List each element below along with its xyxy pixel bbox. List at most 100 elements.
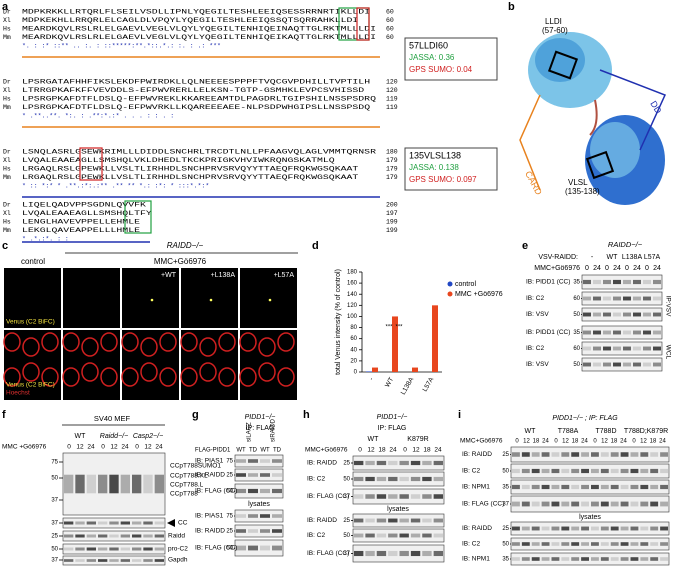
condition: control: [21, 257, 45, 266]
band: [603, 346, 611, 351]
band: [650, 452, 659, 457]
band-label: CCpT788.L: [170, 482, 204, 489]
band: [633, 346, 641, 351]
mw-marker: 50: [573, 362, 580, 368]
band: [640, 542, 649, 546]
nucleus: [218, 332, 236, 352]
band: [630, 501, 639, 507]
jassa-score: JASSA: 0.138: [409, 163, 459, 172]
band: [581, 468, 589, 474]
time: 18: [533, 439, 540, 445]
band: [613, 330, 621, 335]
treatment: MMC +Gö6976: [2, 444, 47, 451]
group-label: WCL: [664, 345, 671, 360]
band: [354, 460, 364, 466]
band: [620, 542, 629, 546]
treatment: MMC+Gö6976: [305, 447, 348, 454]
band-label: CCpT788SUMO1: [170, 463, 221, 470]
band: [410, 533, 421, 538]
mw-marker: 50: [573, 312, 580, 318]
band: [388, 494, 398, 499]
band: [643, 362, 651, 367]
band: [75, 547, 85, 551]
band: [109, 521, 119, 525]
species: Hs: [3, 219, 11, 226]
residue-number: 119: [386, 104, 398, 111]
species: Hs: [3, 96, 11, 103]
panel-letter: h: [303, 409, 310, 421]
band: [581, 501, 589, 507]
species: Dr: [3, 79, 11, 86]
band: [603, 279, 611, 285]
time: 0: [593, 439, 597, 445]
species: Dr: [3, 202, 11, 209]
band: [660, 484, 668, 490]
y-tick-label: 100: [347, 314, 358, 320]
mw-marker: 37: [51, 498, 58, 504]
blot-label: IB: RAIDD: [195, 528, 225, 535]
band: [75, 521, 85, 525]
blot-label: IB: FLAG (CC): [462, 501, 504, 508]
band: [120, 534, 130, 538]
band: [248, 473, 258, 477]
band: [620, 501, 629, 507]
band: [248, 488, 258, 494]
construct: L138A: [622, 254, 643, 261]
lane-label: TD: [249, 448, 258, 454]
band: [521, 452, 530, 457]
genotype: WT: [75, 433, 87, 440]
band: [422, 550, 432, 557]
mw-marker: 37: [51, 558, 58, 564]
band: [600, 557, 609, 561]
band: [376, 460, 387, 466]
band: [433, 476, 443, 482]
blot-label: IB: VSV: [526, 361, 549, 368]
species: Mm: [3, 34, 11, 41]
band: [422, 460, 432, 466]
band: [571, 501, 580, 507]
band: [64, 559, 74, 562]
time: 0: [403, 447, 407, 454]
band: [531, 484, 540, 490]
mw-marker: 50: [502, 469, 509, 475]
band: [410, 460, 421, 466]
genotype: RAIDD−/−: [608, 240, 643, 249]
band: [613, 346, 621, 351]
time: 24: [389, 447, 397, 454]
sequence: LEKGLQAVEAPPELLLHMLE: [22, 227, 140, 234]
time: 0: [101, 444, 105, 451]
lysates-label: lysates: [387, 506, 409, 513]
band: [581, 452, 589, 457]
cell-line: SV40 MEF: [94, 414, 131, 423]
time: 24: [593, 265, 601, 272]
mw-marker: 37: [502, 502, 509, 508]
sequence: LENGLHAVEVPPELLEHMLE: [22, 219, 140, 226]
construct: WT: [607, 254, 619, 261]
band: [633, 279, 641, 285]
band: [86, 521, 96, 525]
motif-box: [404, 147, 498, 191]
sequence: LRGAQLRSLGPEWKLLVSLTLIRHHDLSNCHPRVSRVQYY…: [22, 166, 358, 173]
band: [591, 526, 599, 531]
genotype: PIDD1−/−: [377, 414, 408, 421]
treatment: MMC+Gö6976: [534, 265, 580, 272]
band: [120, 559, 130, 562]
motif-range: (135-138): [565, 187, 600, 196]
nucleus: [159, 367, 177, 387]
band: [433, 494, 443, 499]
band: [376, 550, 387, 557]
band: [643, 279, 651, 285]
band: [610, 526, 619, 531]
panel-letter: i: [458, 409, 461, 421]
y-tick-label: 40: [350, 347, 357, 353]
band: [583, 312, 591, 317]
band: [610, 452, 619, 457]
time: 0: [554, 439, 558, 445]
panel-letter: d: [312, 240, 319, 252]
band: [583, 330, 591, 335]
time: 24: [613, 265, 621, 272]
ip-label: IP: FLAG: [246, 425, 275, 432]
band: [521, 542, 530, 546]
band: [143, 547, 153, 551]
band: [109, 547, 119, 551]
